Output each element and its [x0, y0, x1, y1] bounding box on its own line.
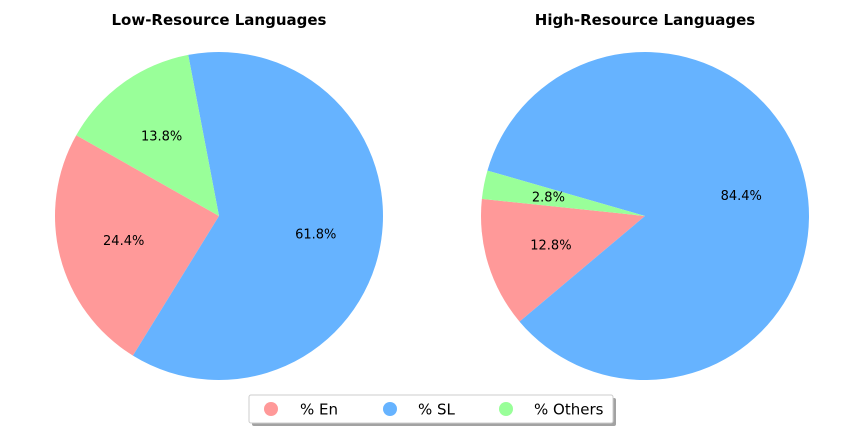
legend: % En % SL % Others: [248, 394, 616, 426]
high-resource-pie-chart: High-Resource Languages 12.8% 84.4% 2.8%: [480, 11, 809, 380]
pie-slice-sl: [132, 51, 384, 381]
legend-marker-sl: [383, 402, 397, 416]
pie-slice-others: [481, 170, 645, 216]
low-resource-pie-chart: Low-Resource Languages 24.4% 61.8% 13.8%: [55, 11, 384, 381]
slice-label-en: 24.4%: [103, 234, 144, 249]
legend-label-others: % Others: [534, 401, 604, 419]
legend-frame: [248, 394, 614, 424]
legend-marker-en: [264, 402, 278, 416]
legend-label-sl: % SL: [418, 401, 456, 419]
chart-title: Low-Resource Languages: [111, 11, 326, 29]
chart-title: High-Resource Languages: [535, 11, 755, 29]
pie-slice-en: [480, 198, 645, 322]
slice-label-others: 2.8%: [532, 191, 565, 206]
slice-label-sl: 84.4%: [721, 189, 762, 204]
legend-item-sl: % SL: [383, 401, 456, 419]
legend-item-others: % Others: [499, 401, 604, 419]
pie-slice-en: [55, 135, 219, 356]
slice-label-en: 12.8%: [530, 238, 571, 253]
slice-label-others: 13.8%: [141, 130, 182, 145]
slice-label-sl: 61.8%: [295, 227, 336, 242]
pie-slice-others: [76, 54, 220, 217]
legend-marker-others: [499, 402, 513, 416]
legend-label-en: % En: [300, 401, 338, 419]
legend-item-en: % En: [264, 401, 338, 419]
pie-slice-sl: [487, 51, 809, 380]
